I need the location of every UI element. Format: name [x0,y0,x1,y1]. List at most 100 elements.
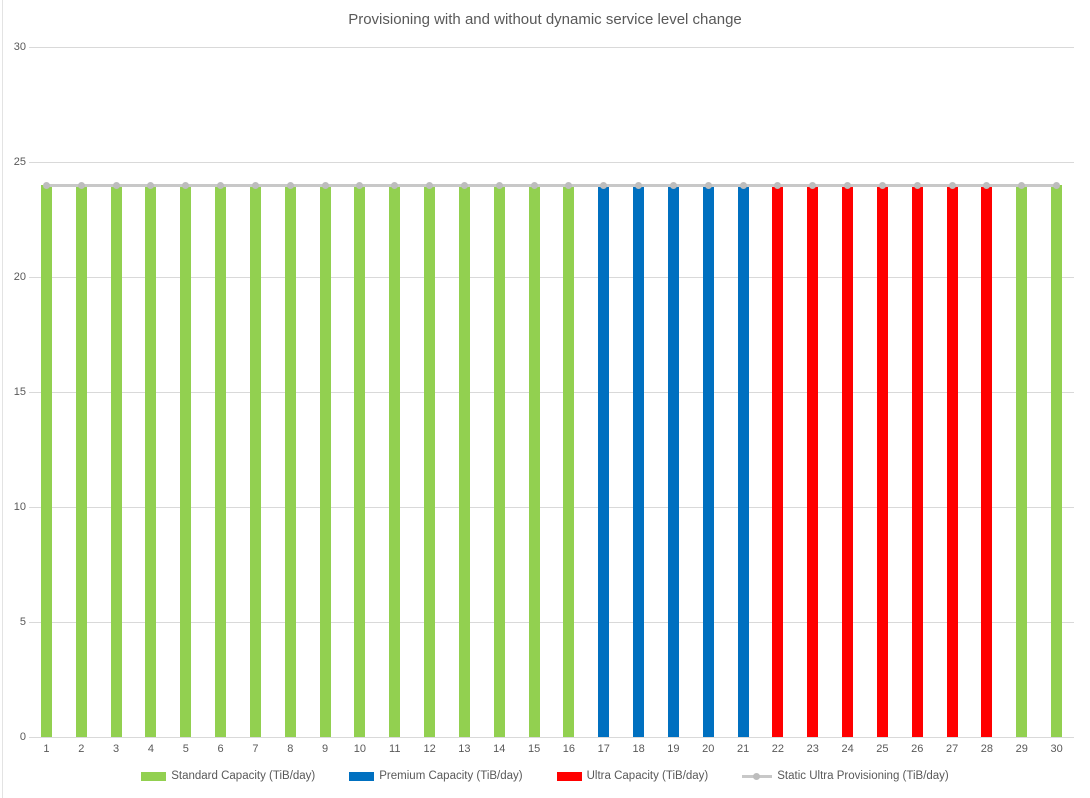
bar-day-29 [1016,185,1028,737]
gridline [29,47,1074,48]
x-axis-tick-label: 14 [493,743,506,755]
line-marker [1018,181,1026,189]
line-marker [460,181,468,189]
line-marker [983,181,991,189]
bar-day-8 [284,185,296,737]
line-marker [565,181,573,189]
legend-swatch-ultra-capacity-tib-day [556,771,582,781]
line-marker [739,181,747,189]
bar-day-23 [807,185,819,737]
y-axis-tick-label: 25 [13,156,26,168]
x-axis-tick-label: 13 [458,743,471,755]
legend-item-ultra-capacity-tib-day: Ultra Capacity (TiB/day) [556,770,709,782]
bar-day-18 [633,185,645,737]
line-marker [809,181,817,189]
gridline [29,162,1074,163]
bar-day-10 [354,185,366,737]
legend-label: Static Ultra Provisioning (TiB/day) [777,770,949,782]
x-axis-tick-label: 25 [876,743,889,755]
line-marker [356,181,364,189]
x-axis-tick-label: 28 [980,743,994,755]
line-marker [391,181,399,189]
line-marker [1053,181,1061,189]
line-marker [844,181,852,189]
plot-area [29,47,1074,738]
bar-day-30 [1051,185,1063,737]
x-axis-tick-label: 20 [702,743,715,755]
line-marker [286,181,294,189]
line-marker [774,181,782,189]
bar-day-28 [981,185,993,737]
bar-day-22 [772,185,784,737]
line-marker [321,181,329,189]
bar-day-25 [876,185,888,737]
bar-day-26 [911,185,923,737]
line-marker [426,181,434,189]
bar-day-14 [493,185,505,737]
bar-day-9 [319,185,331,737]
y-axis-tick-label: 5 [19,616,26,628]
line-marker [182,181,190,189]
bar-day-17 [598,185,610,737]
bar-day-11 [389,185,401,737]
legend-item-premium-capacity-tib-day: Premium Capacity (TiB/day) [349,770,523,782]
bar-day-5 [180,185,192,737]
bar-day-3 [110,185,122,737]
bar-day-4 [145,185,157,737]
line-marker [878,181,886,189]
gridline [29,737,1074,738]
bar-day-1 [40,185,52,737]
line-marker [217,181,225,189]
bar-day-21 [737,185,749,737]
x-axis-tick-label: 17 [597,743,610,755]
legend-swatch-static-ultra-provisioning-tib-day [742,772,773,781]
bar-day-13 [458,185,470,737]
x-axis-tick-label: 3 [113,743,120,755]
legend-swatch-premium-capacity-tib-day [349,771,375,781]
legend-item-standard-capacity-tib-day: Standard Capacity (TiB/day) [141,770,315,782]
y-axis-tick-label: 20 [13,271,26,283]
line-marker [913,181,921,189]
x-axis-tick-label: 29 [1015,743,1028,755]
x-axis-tick-label: 22 [771,743,785,755]
legend-swatch-standard-capacity-tib-day [141,771,167,781]
x-axis-tick-label: 7 [252,743,259,755]
x-axis-tick-label: 10 [353,743,367,755]
bar-day-7 [249,185,261,737]
chart-title: Provisioning with and without dynamic se… [348,11,742,28]
bar-day-2 [75,185,87,737]
bar-day-19 [667,185,679,737]
line-marker [495,181,503,189]
static-ultra-provisioning-tib-day-line [46,183,1057,187]
x-axis-tick-label: 30 [1050,743,1063,755]
x-axis-tick-label: 4 [147,743,154,755]
legend-label: Ultra Capacity (TiB/day) [586,770,709,782]
gridline [29,392,1074,393]
x-axis-tick-label: 1 [43,743,50,755]
bar-day-20 [702,185,714,737]
bar-day-16 [563,185,575,737]
gridline [29,277,1074,278]
x-axis-tick-label: 23 [806,743,819,755]
y-axis-tick-label: 30 [13,41,26,53]
line-marker [530,181,538,189]
x-axis-tick-label: 11 [389,743,401,755]
line-marker [42,181,50,189]
x-axis-tick-label: 6 [217,743,224,755]
line-marker [77,181,85,189]
gridline [29,622,1074,623]
legend-label: Standard Capacity (TiB/day) [171,770,316,782]
y-axis-tick-label: 0 [19,731,26,743]
legend: Standard Capacity (TiB/day) Premium Capac… [0,770,1090,782]
line-marker [147,181,155,189]
x-axis-tick-label: 15 [527,743,541,755]
line-marker [251,181,259,189]
bar-day-27 [946,185,958,737]
gridline [29,507,1074,508]
line-marker [669,181,677,189]
x-axis-tick-label: 18 [632,743,645,755]
legend-item-static-ultra-provisioning-tib-day: Static Ultra Provisioning (TiB/day) [742,770,949,782]
x-axis-tick-label: 24 [841,743,854,755]
x-axis-tick-label: 27 [945,743,959,755]
